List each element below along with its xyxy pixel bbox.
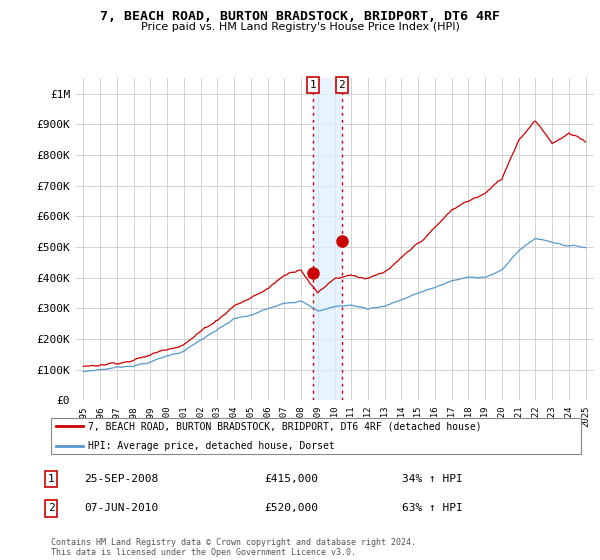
Text: £415,000: £415,000 [264,474,318,484]
Text: Contains HM Land Registry data © Crown copyright and database right 2024.
This d: Contains HM Land Registry data © Crown c… [51,538,416,557]
Text: 34% ↑ HPI: 34% ↑ HPI [402,474,463,484]
Text: 7, BEACH ROAD, BURTON BRADSTOCK, BRIDPORT, DT6 4RF: 7, BEACH ROAD, BURTON BRADSTOCK, BRIDPOR… [100,10,500,23]
FancyBboxPatch shape [50,418,581,454]
Text: 25-SEP-2008: 25-SEP-2008 [84,474,158,484]
Text: 1: 1 [47,474,55,484]
Text: 1: 1 [310,80,317,90]
Text: 07-JUN-2010: 07-JUN-2010 [84,503,158,514]
Text: HPI: Average price, detached house, Dorset: HPI: Average price, detached house, Dors… [88,441,335,451]
Text: 7, BEACH ROAD, BURTON BRADSTOCK, BRIDPORT, DT6 4RF (detached house): 7, BEACH ROAD, BURTON BRADSTOCK, BRIDPOR… [88,421,482,431]
Text: Price paid vs. HM Land Registry's House Price Index (HPI): Price paid vs. HM Land Registry's House … [140,22,460,32]
Text: 63% ↑ HPI: 63% ↑ HPI [402,503,463,514]
Text: £520,000: £520,000 [264,503,318,514]
Text: 2: 2 [338,80,345,90]
Text: 2: 2 [47,503,55,514]
Bar [313,78,342,400]
